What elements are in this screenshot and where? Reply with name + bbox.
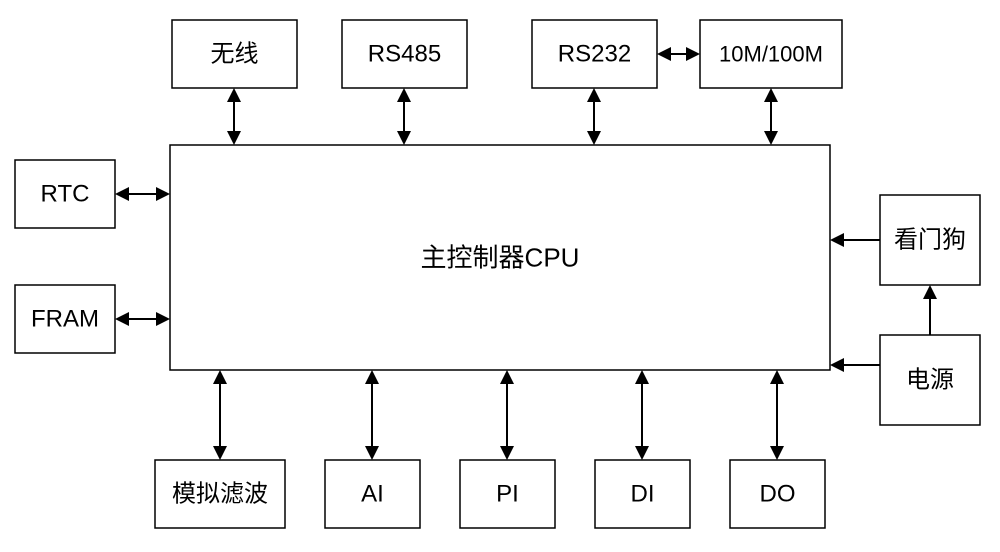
rs232-block: RS232: [532, 20, 657, 88]
ai-block-label: AI: [361, 481, 384, 508]
fram-block: FRAM: [15, 285, 115, 353]
rtc-block-label: RTC: [41, 181, 90, 208]
wireless-block: 无线: [172, 20, 297, 88]
fram-block-label: FRAM: [31, 306, 99, 333]
analog-filter-block-label: 模拟滤波: [172, 481, 268, 508]
cpu-block: 主控制器CPU: [170, 145, 830, 370]
rs485-block-label: RS485: [368, 41, 441, 68]
wireless-block-label: 无线: [211, 41, 259, 68]
eth-block: 10M/100M: [700, 20, 842, 88]
rs232-block-label: RS232: [558, 41, 631, 68]
power-block-label: 电源: [906, 367, 954, 394]
rs485-block: RS485: [342, 20, 467, 88]
watchdog-block: 看门狗: [880, 195, 980, 285]
di-block-label: DI: [631, 481, 655, 508]
di-block: DI: [595, 460, 690, 528]
do-block: DO: [730, 460, 825, 528]
rtc-block: RTC: [15, 160, 115, 228]
power-block: 电源: [880, 335, 980, 425]
cpu-block-label: 主控制器CPU: [421, 243, 580, 273]
watchdog-block-label: 看门狗: [894, 227, 966, 254]
eth-block-label: 10M/100M: [719, 42, 823, 67]
pi-block: PI: [460, 460, 555, 528]
do-block-label: DO: [760, 481, 796, 508]
analog-filter-block: 模拟滤波: [155, 460, 285, 528]
ai-block: AI: [325, 460, 420, 528]
block-diagram: 主控制器CPU 无线 RS485 RS232 10M/100M RTC FRAM 看门狗电源模…: [0, 0, 1000, 552]
pi-block-label: PI: [496, 481, 519, 508]
